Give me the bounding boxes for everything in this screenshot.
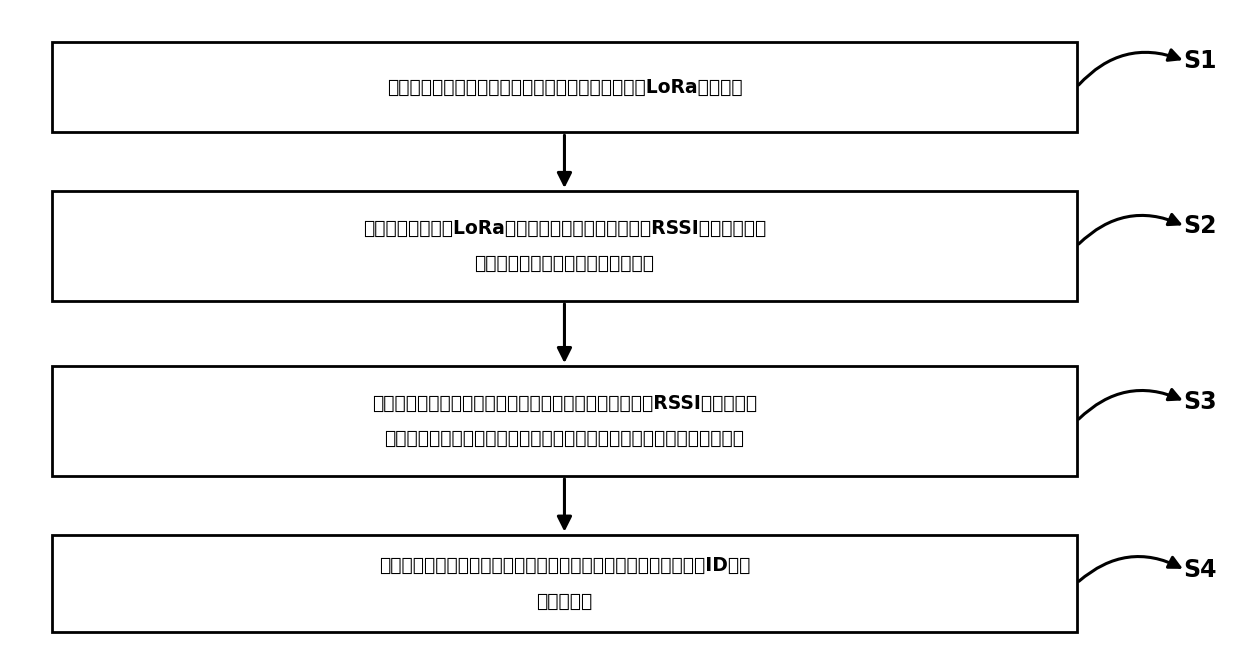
Text: 簇头节点选择一个信道，用于簇节点向所有频点发送LoRa入网申请: 簇头节点选择一个信道，用于簇节点向所有频点发送LoRa入网申请 bbox=[387, 78, 743, 97]
Text: 簇头节点，并向所述簇头节点发射所述簇头节点监听频点入网响应确认包: 簇头节点，并向所述簇头节点发射所述簇头节点监听频点入网响应确认包 bbox=[384, 430, 744, 449]
Text: 簇节点列表: 簇节点列表 bbox=[537, 591, 593, 610]
Text: S4: S4 bbox=[1183, 558, 1216, 582]
Text: ，组成入网申请响应包发回给簇节点: ，组成入网申请响应包发回给簇节点 bbox=[475, 254, 655, 273]
FancyBboxPatch shape bbox=[52, 42, 1076, 133]
FancyBboxPatch shape bbox=[52, 191, 1076, 301]
Text: S2: S2 bbox=[1183, 215, 1216, 239]
Text: S3: S3 bbox=[1183, 390, 1216, 413]
Text: S1: S1 bbox=[1183, 49, 1216, 73]
Text: 簇节点根据接收的入网申请响应包的所述通信链路强度（RSSI）选择所述: 簇节点根据接收的入网申请响应包的所述通信链路强度（RSSI）选择所述 bbox=[372, 394, 756, 413]
FancyBboxPatch shape bbox=[52, 534, 1076, 632]
FancyBboxPatch shape bbox=[52, 366, 1076, 476]
Text: 所述簇头节点接收所述监听频点入网响应确认包，将所述簇节点的ID加入: 所述簇头节点接收所述监听频点入网响应确认包，将所述簇节点的ID加入 bbox=[378, 556, 750, 575]
Text: 簇头节点接收所述LoRa入网申请，将通信链路强度（RSSI）写入数据区: 簇头节点接收所述LoRa入网申请，将通信链路强度（RSSI）写入数据区 bbox=[363, 218, 766, 237]
